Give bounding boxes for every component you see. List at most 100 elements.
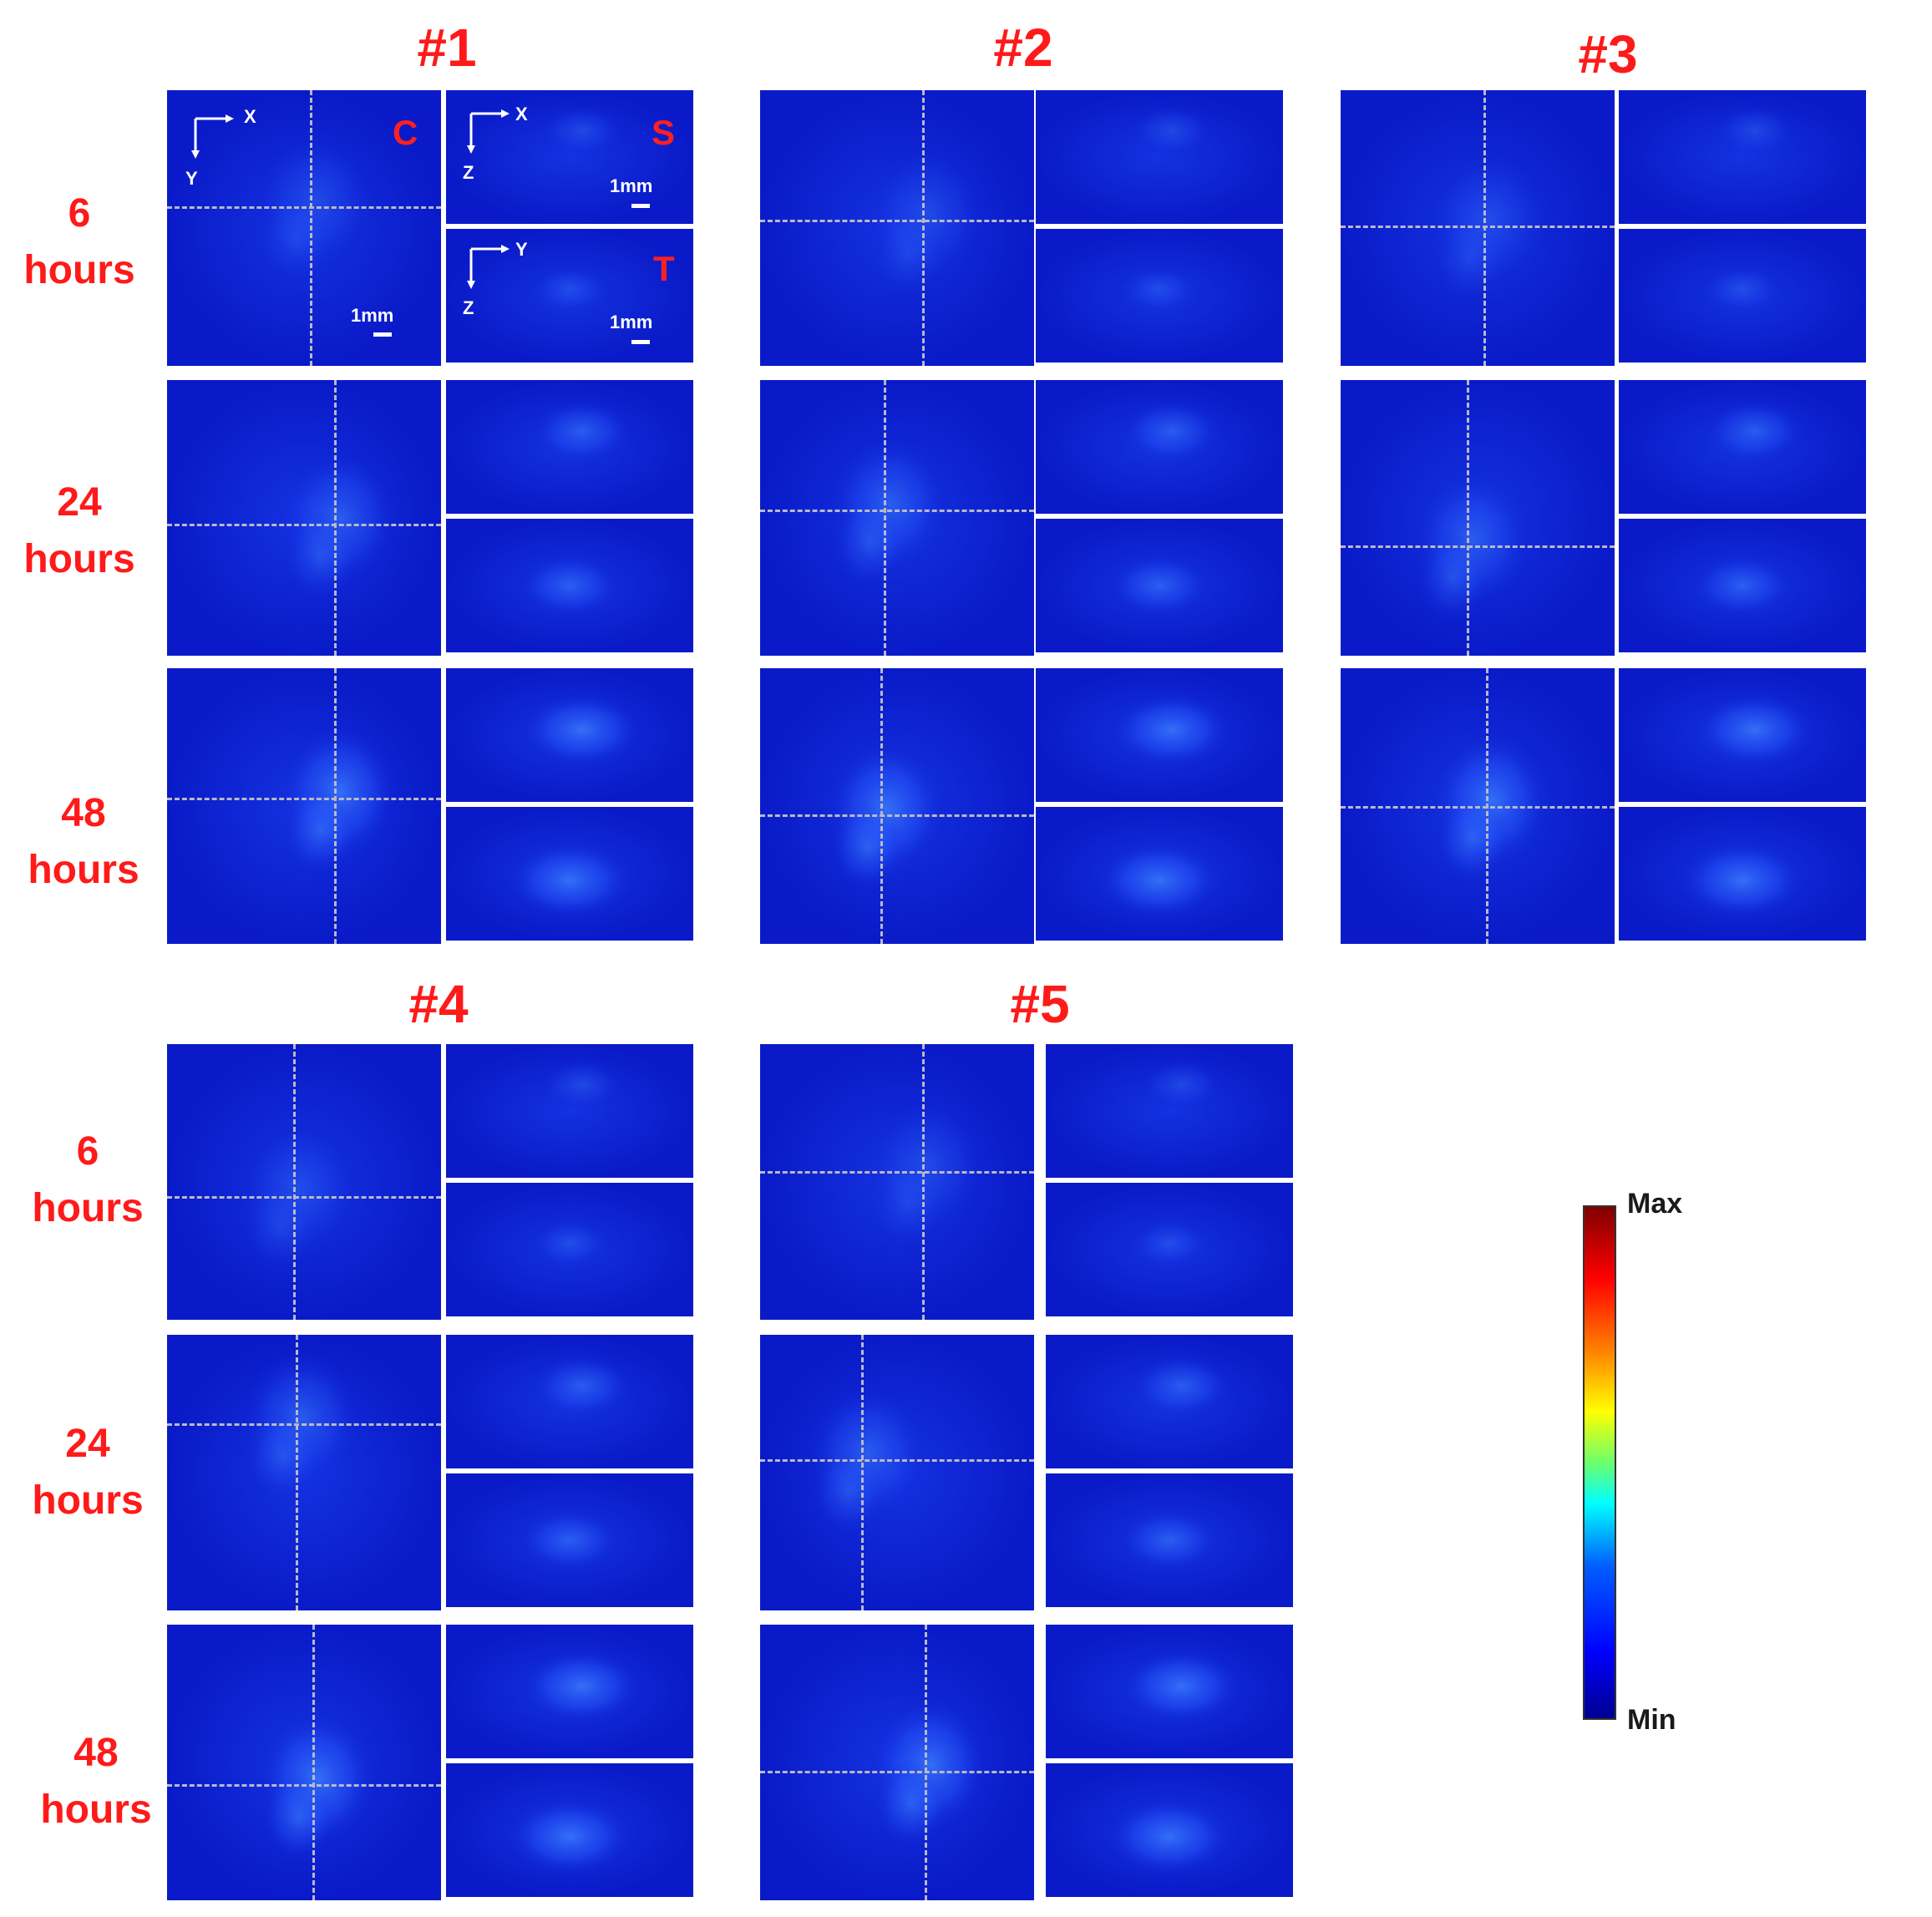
crosshair-horizontal [1341,806,1615,809]
group-2-6h-transverse [1036,229,1283,363]
crosshair-vertical [861,1335,865,1610]
group-4-48h-sagittal [446,1625,693,1758]
crosshair-vertical [292,1044,296,1320]
crosshair-vertical [334,668,337,944]
group-1-6h-transverse [446,229,693,363]
crosshair-horizontal [760,510,1034,513]
colorbar-max-label: Max [1627,1188,1683,1220]
scale-bar-transverse [631,340,650,344]
group-2-24h-transverse [1036,519,1283,652]
group-1-6h-coronal [167,90,441,366]
group-title-3: #3 [1578,24,1638,84]
group-3-48h-sagittal [1619,668,1866,802]
scale-label-sagittal: 1mm [610,175,653,196]
group-3-48h-coronal [1341,668,1615,944]
crosshair-vertical [883,380,886,656]
group-5-6h-coronal [760,1044,1034,1320]
crosshair-vertical [296,1335,299,1610]
view-label-transverse: T [653,249,675,288]
crosshair-horizontal [167,798,441,801]
group-1-48h-sagittal [446,668,693,802]
crosshair-horizontal [1341,545,1615,548]
crosshair-vertical [924,1625,927,1900]
crosshair-horizontal [760,1170,1034,1174]
group-1-48h-transverse [446,807,693,941]
scale-bar-sagittal [631,204,650,208]
group-3-24h-coronal [1341,380,1615,656]
axis-label-y-transverse: Y [515,239,528,260]
group-4-24h-coronal [167,1335,441,1610]
view-label-coronal: C [393,113,418,152]
crosshair-horizontal [167,1195,441,1199]
group-5-24h-sagittal [1046,1335,1293,1468]
group-1-24h-coronal [167,380,441,656]
group-1-24h-transverse [446,519,693,652]
scale-label-coronal: 1mm [351,305,394,326]
group-3-24h-sagittal [1619,380,1866,514]
group-title-1: #1 [417,18,477,78]
group-4-48h-coronal [167,1625,441,1900]
group-1-24h-sagittal [446,380,693,514]
axis-arrows-yz-icon [467,245,510,289]
group-2-24h-coronal [760,380,1034,656]
group-2-24h-sagittal [1036,380,1283,514]
axis-label-x-coronal: X [244,106,256,127]
group-5-6h-transverse [1046,1183,1293,1316]
crosshair-vertical [1466,380,1469,656]
axis-label-x-sagittal: X [515,104,528,124]
crosshair-horizontal [167,1784,441,1788]
colorbar-min-label: Min [1627,1704,1676,1736]
crosshair-horizontal [167,1423,441,1426]
crosshair-horizontal [760,814,1034,817]
row-label-48-hours-top: 48 hours [28,791,139,892]
group-5-24h-transverse [1046,1473,1293,1607]
crosshair-vertical [880,668,884,944]
group-5-48h-coronal [760,1625,1034,1900]
group-4-24h-sagittal [446,1335,693,1468]
group-3-6h-sagittal [1619,90,1866,224]
group-3-6h-coronal [1341,90,1615,366]
crosshair-horizontal [167,205,441,209]
axis-label-z-transverse: Z [463,297,474,318]
axis-arrows-xy-icon [191,114,234,159]
crosshair-vertical [1485,668,1488,944]
axis-label-z-sagittal: Z [463,162,474,183]
row-label-6-hours-top: 6 hours [23,191,135,292]
crosshair-horizontal [760,1458,1034,1462]
scale-bar-coronal [373,332,392,337]
group-2-48h-sagittal [1036,668,1283,802]
group-2-48h-transverse [1036,807,1283,941]
group-4-6h-transverse [446,1183,693,1316]
group-3-48h-transverse [1619,807,1866,941]
axis-label-y-coronal: Y [185,168,198,189]
group-5-6h-sagittal [1046,1044,1293,1178]
group-1-48h-coronal [167,668,441,944]
axis-arrows-xz-icon [467,109,510,154]
row-label-24-hours-top: 24 hours [23,480,135,581]
group-4-24h-transverse [446,1473,693,1607]
group-3-6h-transverse [1619,229,1866,363]
group-3-24h-transverse [1619,519,1866,652]
group-5-24h-coronal [760,1335,1034,1610]
row-label-24-hours-bottom: 24 hours [32,1422,144,1523]
group-2-6h-coronal [760,90,1034,366]
crosshair-horizontal [760,1770,1034,1773]
group-2-48h-coronal [760,668,1034,944]
crosshair-vertical [1483,90,1486,366]
group-title-2: #2 [993,18,1053,78]
crosshair-vertical [334,380,337,656]
crosshair-vertical [312,1625,315,1900]
group-title-5: #5 [1010,974,1070,1034]
group-4-6h-sagittal [446,1044,693,1178]
group-5-48h-sagittal [1046,1625,1293,1758]
group-2-6h-sagittal [1036,90,1283,224]
group-5-48h-transverse [1046,1763,1293,1897]
group-title-4: #4 [408,974,469,1034]
crosshair-horizontal [760,220,1034,223]
group-4-6h-coronal [167,1044,441,1320]
crosshair-vertical [921,1044,925,1320]
scale-label-transverse: 1mm [610,312,653,332]
colorbar [1583,1205,1616,1720]
crosshair-horizontal [1341,225,1615,228]
row-label-48-hours-bottom: 48 hours [40,1731,152,1832]
